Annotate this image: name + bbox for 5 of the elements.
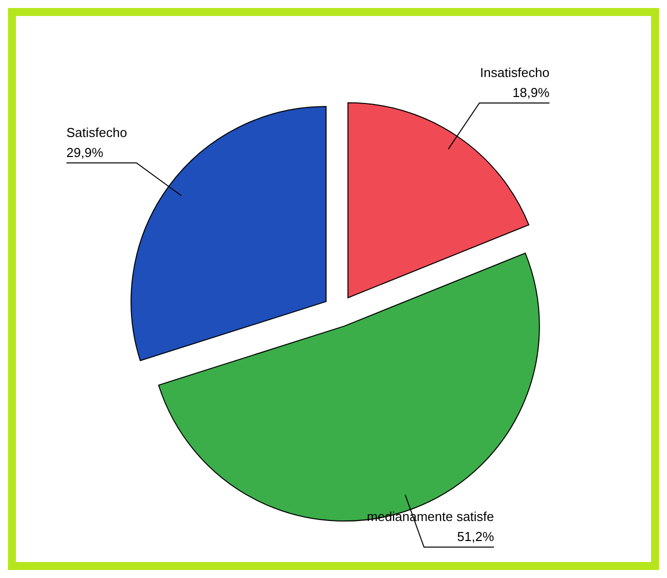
slice-label: Satisfecho [66,124,128,140]
data-label: 29,9% [66,144,104,160]
slice-label: Insatisfecho [480,64,550,80]
data-label: 51,2% [457,529,494,544]
data-label: 18,9% [512,84,550,100]
